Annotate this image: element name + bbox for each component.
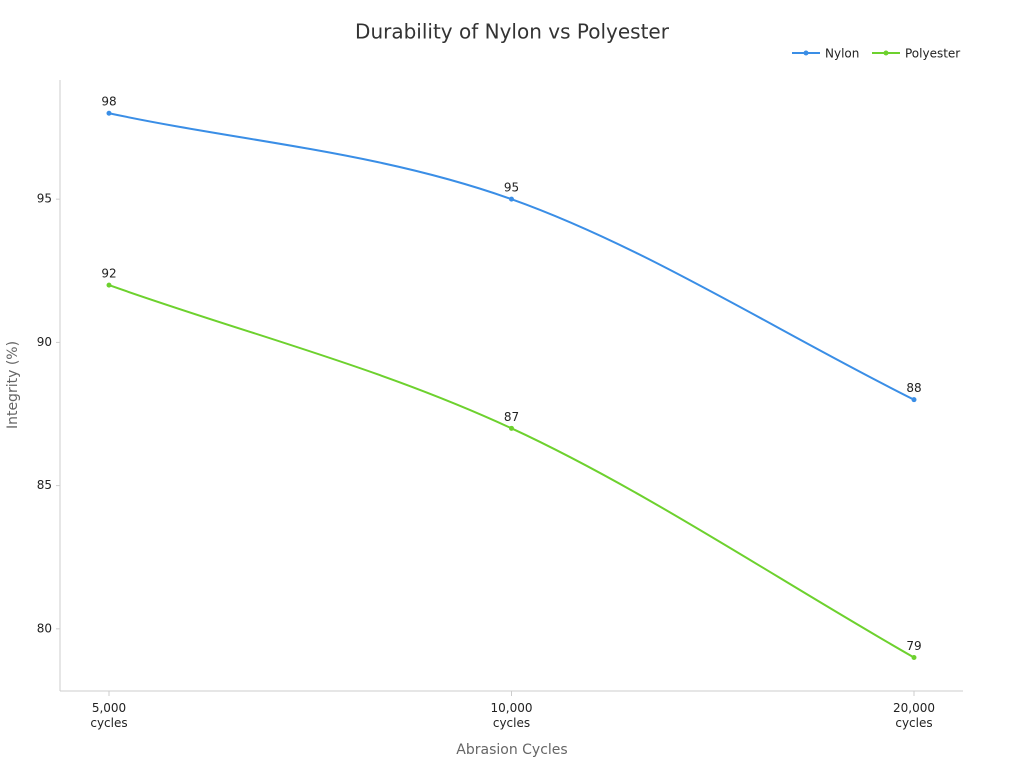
data-label: 98 xyxy=(101,95,116,109)
x-tick-label: 20,000 cycles xyxy=(893,701,935,730)
legend-marker xyxy=(883,50,889,56)
data-point xyxy=(106,282,112,288)
x-tick-label: 10,000 cycles xyxy=(490,701,533,730)
chart-title: Durability of Nylon vs Polyester xyxy=(355,20,670,44)
data-point xyxy=(911,654,917,660)
y-tick-label: 95 xyxy=(37,192,52,206)
data-label: 87 xyxy=(504,410,519,424)
series-line xyxy=(108,112,915,401)
data-label: 92 xyxy=(101,267,116,281)
x-axis-title: Abrasion Cycles xyxy=(456,742,567,758)
y-tick-label: 85 xyxy=(37,478,52,492)
data-point xyxy=(911,397,917,403)
legend-label: Nylon xyxy=(825,47,859,61)
data-label: 88 xyxy=(906,381,921,395)
y-tick-label: 80 xyxy=(37,621,52,635)
data-point xyxy=(509,425,514,431)
x-tick-label: 5,000 cycles xyxy=(90,701,128,730)
data-label: 95 xyxy=(504,181,519,195)
data-point xyxy=(106,110,112,116)
data-point xyxy=(509,196,514,202)
legend-marker xyxy=(803,50,809,56)
data-label: 79 xyxy=(906,639,921,653)
y-axis-title: Integrity (%) xyxy=(5,341,21,429)
legend-label: Polyester xyxy=(905,47,960,61)
series-line xyxy=(108,284,915,659)
y-tick-label: 90 xyxy=(37,335,52,349)
